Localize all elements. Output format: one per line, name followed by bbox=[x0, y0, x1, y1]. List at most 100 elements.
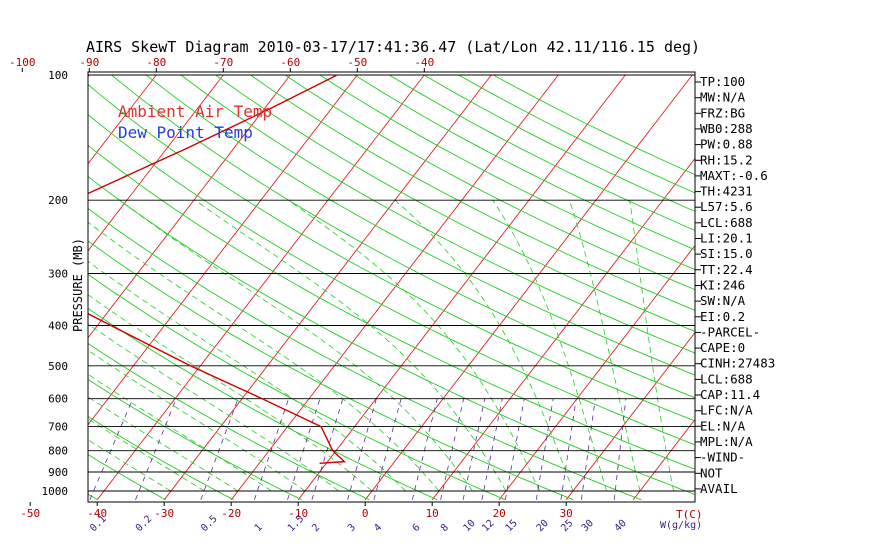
top-temp-tick-label: -70 bbox=[213, 56, 233, 69]
index-label: TH:4231 bbox=[700, 184, 753, 199]
index-label: TT:22.4 bbox=[700, 262, 753, 277]
moist-adiabat-line bbox=[119, 199, 473, 492]
y-axis-label: PRESSURE (MB) bbox=[71, 238, 85, 332]
pressure-tick-label: 800 bbox=[48, 445, 68, 458]
bottom-temp-tick-label: -20 bbox=[221, 507, 241, 520]
isotherm-line bbox=[96, 74, 425, 501]
top-temp-tick-label: -40 bbox=[414, 56, 434, 69]
mixing-ratio-tick-label: 0.5 bbox=[199, 514, 220, 535]
index-label: -WIND- bbox=[700, 450, 745, 465]
mixing-ratio-tick-label: 12 bbox=[480, 518, 496, 534]
mixing-ratio-tick-label: 15 bbox=[504, 518, 520, 534]
mixing-ratio-tick-label: 20 bbox=[535, 518, 551, 534]
index-label: CAP:11.4 bbox=[700, 387, 760, 402]
chart-title: AIRS SkewT Diagram 2010-03-17/17:41:36.4… bbox=[86, 38, 700, 56]
mixing-ratio-line bbox=[440, 398, 465, 500]
moist-adiabat-line bbox=[88, 294, 373, 492]
mixing-ratio-line bbox=[287, 398, 321, 500]
isotherm-line bbox=[230, 74, 559, 501]
top-temp-tick-label: -60 bbox=[280, 56, 300, 69]
dry-adiabat-line bbox=[111, 74, 695, 399]
legend-ambient-air-temp: Ambient Air Temp bbox=[118, 102, 272, 121]
dry-adiabat-line bbox=[88, 307, 438, 501]
index-label: MAXT:-0.6 bbox=[700, 168, 768, 183]
index-label: KI:246 bbox=[700, 278, 745, 293]
mixing-ratio-line bbox=[481, 398, 503, 500]
mixing-ratio-line bbox=[535, 398, 554, 500]
isotherm-line bbox=[498, 244, 695, 501]
pressure-tick-label: 300 bbox=[48, 268, 68, 281]
pressure-tick-label: 200 bbox=[48, 194, 68, 207]
mixing-ratio-line bbox=[462, 398, 486, 500]
dry-adiabat-line bbox=[88, 144, 695, 470]
index-label: SW:N/A bbox=[700, 293, 746, 308]
dry-adiabat-line bbox=[354, 74, 695, 251]
index-label: CAPE:0 bbox=[700, 340, 745, 355]
pressure-tick-label: 700 bbox=[48, 421, 68, 434]
top-temp-tick-label: -90 bbox=[79, 56, 99, 69]
index-label: EL:N/A bbox=[700, 418, 746, 433]
pressure-tick-label: 400 bbox=[48, 320, 68, 333]
index-label: FRZ:BG bbox=[700, 105, 745, 120]
bottom-temp-tick-label: -30 bbox=[154, 507, 174, 520]
moist-adiabat-line bbox=[88, 349, 306, 492]
top-temp-tick-label: -50 bbox=[347, 56, 367, 69]
pressure-tick-label: 900 bbox=[48, 466, 68, 479]
index-label: RH:15.2 bbox=[700, 152, 753, 167]
mixing-ratio-line bbox=[373, 398, 402, 500]
isotherm-line bbox=[364, 74, 693, 501]
dry-adiabat-line bbox=[215, 74, 695, 332]
dry-adiabat-line bbox=[423, 74, 695, 212]
isobar-layer bbox=[88, 74, 695, 492]
mixing-ratio-line bbox=[254, 398, 289, 500]
dry-adiabat-line bbox=[250, 74, 695, 311]
pressure-axis: 100 200 300 400 500 600 700 800 900 1000 bbox=[42, 69, 69, 498]
isotherm-line bbox=[88, 74, 157, 165]
index-label: SI:15.0 bbox=[700, 246, 753, 261]
moist-adiabat-line bbox=[88, 221, 440, 492]
index-label: -PARCEL- bbox=[700, 324, 760, 339]
index-label: LI:20.1 bbox=[700, 231, 753, 246]
mixing-ratio-tick-label: 3 bbox=[346, 522, 358, 534]
index-label: EI:0.2 bbox=[700, 309, 745, 324]
bottom-temp-tick-label: 30 bbox=[560, 507, 573, 520]
mixing-ratio-line bbox=[89, 398, 134, 500]
index-label: MPL:N/A bbox=[700, 434, 753, 449]
indices-panel: TP:100MW:N/AFRZ:BGWB0:288PW:0.88RH:15.2M… bbox=[695, 74, 775, 496]
ambient-air-temp-line bbox=[88, 74, 347, 464]
mixing-ratio-tick-label: 0.2 bbox=[134, 514, 155, 535]
dry-adiabat-line bbox=[0, 75, 30, 500]
mixing-ratio-line bbox=[200, 398, 239, 500]
dry-adiabat-line bbox=[88, 240, 574, 501]
pressure-tick-label: 1000 bbox=[42, 485, 69, 498]
index-label: L57:5.6 bbox=[700, 199, 753, 214]
top-temp-axis: -120-110-100-90-80-70-60-50-40 bbox=[9, 56, 434, 72]
dry-adiabat-line bbox=[88, 273, 506, 501]
pressure-tick-label: 500 bbox=[48, 360, 68, 373]
isotherm-line bbox=[767, 75, 870, 500]
mixing-ratio-tick-label: 10 bbox=[461, 518, 477, 534]
index-label: AVAIL bbox=[700, 481, 738, 496]
dry-adiabat-line bbox=[284, 74, 695, 291]
series-layer bbox=[88, 74, 347, 464]
dry-adiabat-line bbox=[88, 175, 695, 495]
pressure-tick-label: 600 bbox=[48, 393, 68, 406]
index-label: TP:100 bbox=[700, 74, 745, 89]
index-label: NOT bbox=[700, 465, 723, 480]
plot-frame bbox=[87, 71, 696, 503]
pressure-tick-label: 100 bbox=[48, 69, 68, 82]
isotherm-line bbox=[431, 157, 695, 501]
isotherm-line bbox=[632, 418, 695, 501]
top-temp-tick-label: -80 bbox=[146, 56, 166, 69]
index-label: WB0:288 bbox=[700, 121, 753, 136]
moist-adiabat-line bbox=[394, 199, 574, 492]
index-label: LFC:N/A bbox=[700, 403, 753, 418]
bottom-temp-tick-label: -40 bbox=[87, 507, 107, 520]
mixing-ratio-line bbox=[613, 398, 627, 500]
mixing-ratio-tick-label: 25 bbox=[559, 518, 575, 534]
isotherm-line bbox=[0, 75, 22, 500]
dry-adiabat-line bbox=[145, 74, 695, 376]
mixing-ratio-line bbox=[504, 398, 525, 500]
dry-adiabat-line bbox=[88, 378, 302, 501]
